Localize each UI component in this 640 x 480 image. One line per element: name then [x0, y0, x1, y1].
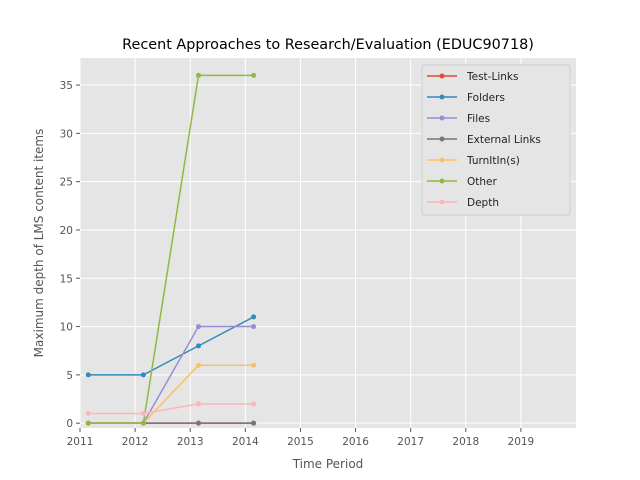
- legend-swatch-marker: [439, 94, 445, 100]
- x-tick-label: 2016: [342, 436, 369, 448]
- y-tick-label: 35: [60, 80, 73, 92]
- legend-label: TurnItIn(s): [466, 155, 520, 167]
- x-tick-label: 2017: [397, 436, 424, 448]
- data-point: [251, 72, 257, 78]
- data-point: [195, 72, 201, 78]
- legend-label: Depth: [467, 197, 499, 209]
- y-tick-label: 15: [60, 273, 73, 285]
- axis-ticks: 2011 2012 2013 2014 2015 2016 2017 2018 20190510…: [60, 80, 535, 448]
- legend-swatch-marker: [439, 178, 445, 184]
- legend-label: Folders: [467, 92, 505, 104]
- data-point: [251, 324, 257, 330]
- legend-swatch-marker: [439, 157, 445, 163]
- data-point: [251, 401, 257, 407]
- series-depth: [85, 401, 257, 417]
- legend-item: Other: [427, 176, 497, 188]
- series-line: [88, 316, 254, 376]
- x-tick-label: 2012: [122, 436, 149, 448]
- y-tick-label: 25: [60, 177, 73, 189]
- series-line: [88, 403, 254, 415]
- series-lines: [85, 72, 257, 426]
- legend-swatch-marker: [439, 115, 445, 121]
- x-axis-label: Time Period: [292, 457, 364, 471]
- x-tick-label: 2011: [67, 436, 94, 448]
- legend-label: Files: [467, 113, 490, 125]
- data-point: [85, 411, 91, 417]
- y-tick-label: 20: [60, 225, 73, 237]
- legend-label: Other: [467, 176, 497, 188]
- data-point: [85, 372, 91, 378]
- legend-item: TurnItIn(s): [427, 155, 520, 167]
- legend: Test-Links Folders Files External Links Turn…: [421, 64, 571, 216]
- data-point: [251, 420, 257, 426]
- data-point: [195, 401, 201, 407]
- data-point: [251, 362, 257, 368]
- y-tick-label: 0: [66, 418, 73, 430]
- legend-box: [421, 64, 571, 216]
- legend-item: Files: [427, 113, 490, 125]
- legend-label: External Links: [467, 134, 541, 146]
- data-point: [140, 420, 146, 426]
- legend-swatch-marker: [439, 199, 445, 205]
- data-point: [195, 420, 201, 426]
- legend-item: External Links: [427, 134, 541, 146]
- legend-item: Depth: [427, 197, 499, 209]
- legend-swatch-marker: [439, 73, 445, 79]
- legend-swatch-marker: [439, 136, 445, 142]
- y-tick-label: 5: [66, 370, 73, 382]
- data-point: [140, 411, 146, 417]
- x-tick-label: 2014: [232, 436, 259, 448]
- legend-label: Test-Links: [466, 71, 518, 83]
- y-tick-label: 10: [60, 322, 73, 334]
- x-tick-label: 2018: [452, 436, 479, 448]
- x-tick-label: 2013: [177, 436, 204, 448]
- x-tick-label: 2015: [287, 436, 314, 448]
- data-point: [195, 362, 201, 368]
- y-axis-label: Maximum depth of LMS content items: [32, 129, 46, 358]
- series-folders: [85, 314, 257, 378]
- data-point: [140, 372, 146, 378]
- data-point: [195, 324, 201, 330]
- series-other: [85, 72, 257, 426]
- legend-item: Test-Links: [427, 71, 518, 83]
- legend-item: Folders: [427, 92, 505, 104]
- data-point: [195, 343, 201, 349]
- data-point: [85, 420, 91, 426]
- x-tick-label: 2019: [508, 436, 535, 448]
- chart-title: Recent Approaches to Research/Evaluation…: [122, 37, 534, 53]
- y-tick-label: 30: [60, 128, 73, 140]
- data-point: [251, 314, 257, 320]
- series-line: [88, 74, 254, 424]
